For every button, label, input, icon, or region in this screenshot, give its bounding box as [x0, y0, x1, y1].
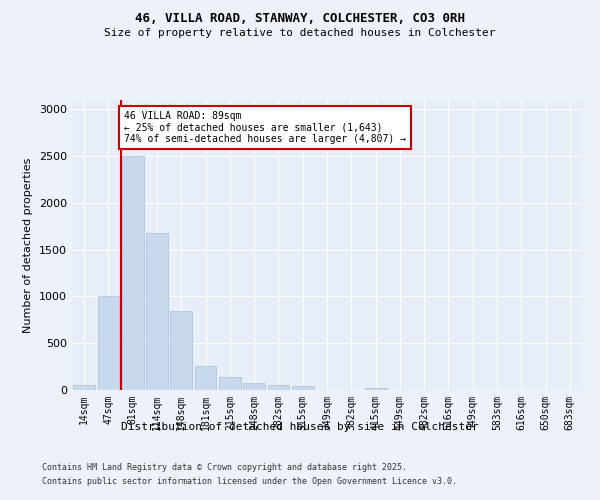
Text: 46, VILLA ROAD, STANWAY, COLCHESTER, CO3 0RH: 46, VILLA ROAD, STANWAY, COLCHESTER, CO3…	[135, 12, 465, 26]
Bar	[243, 384, 265, 390]
Bar	[292, 386, 314, 390]
Bar	[146, 233, 168, 390]
Text: Size of property relative to detached houses in Colchester: Size of property relative to detached ho…	[104, 28, 496, 38]
Text: Distribution of detached houses by size in Colchester: Distribution of detached houses by size …	[121, 422, 479, 432]
Bar	[194, 366, 217, 390]
Text: Contains public sector information licensed under the Open Government Licence v3: Contains public sector information licen…	[42, 477, 457, 486]
Y-axis label: Number of detached properties: Number of detached properties	[23, 158, 34, 332]
Bar	[73, 385, 95, 390]
Bar	[268, 385, 289, 390]
Bar	[365, 388, 386, 390]
Text: 46 VILLA ROAD: 89sqm
← 25% of detached houses are smaller (1,643)
74% of semi-de: 46 VILLA ROAD: 89sqm ← 25% of detached h…	[124, 111, 406, 144]
Bar	[219, 377, 241, 390]
Text: Contains HM Land Registry data © Crown copyright and database right 2025.: Contains HM Land Registry data © Crown c…	[42, 464, 407, 472]
Bar	[97, 296, 119, 390]
Bar	[122, 156, 143, 390]
Bar	[170, 312, 192, 390]
